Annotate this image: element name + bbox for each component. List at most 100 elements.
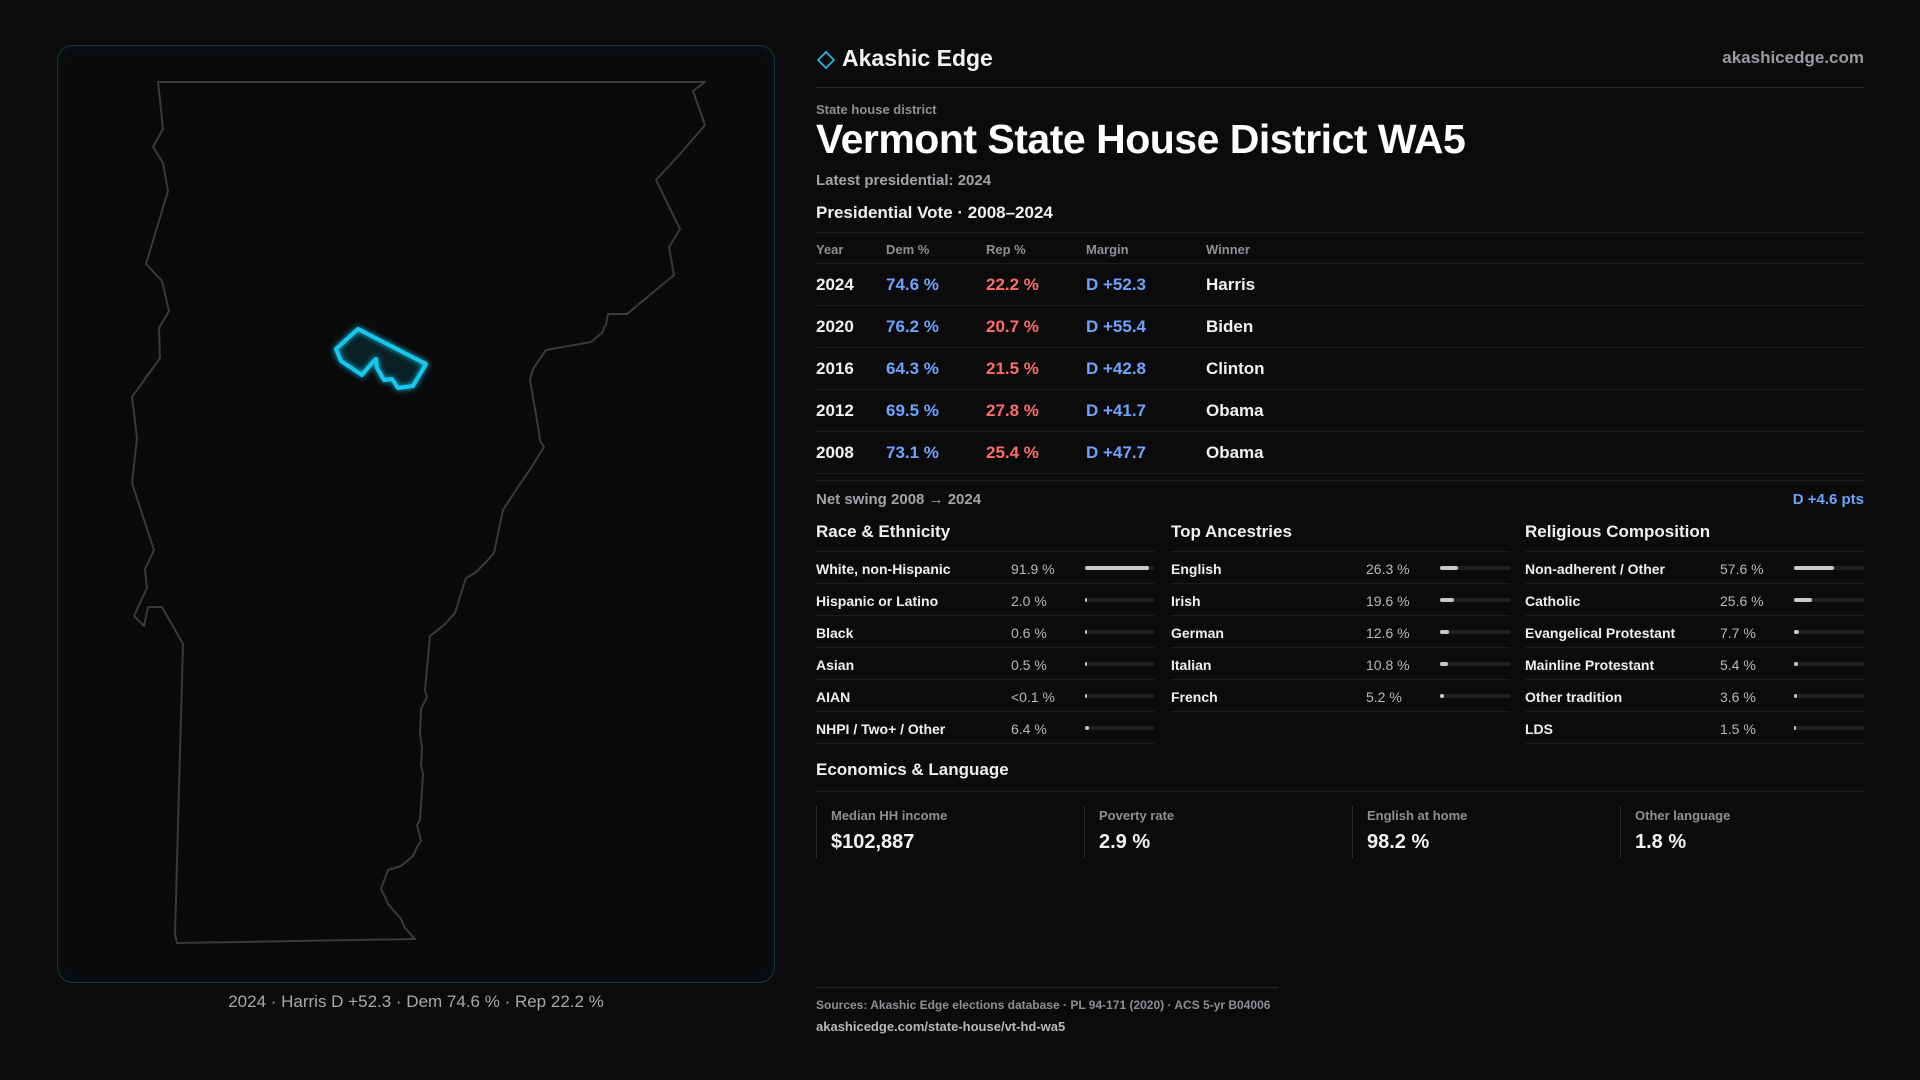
- brand-url-link[interactable]: akashicedge.com: [1722, 48, 1864, 67]
- demo-label: LDS: [1525, 721, 1553, 737]
- list-item: Asian 0.5 %: [816, 648, 1155, 680]
- stat-label: Poverty rate: [1099, 808, 1175, 823]
- list-item: Evangelical Protestant 7.7 %: [1525, 616, 1864, 648]
- latest-presidential: Latest presidential: 2024: [816, 172, 992, 189]
- share-bar: [1794, 694, 1864, 698]
- demo-value: 26.3 %: [1366, 561, 1410, 577]
- share-bar-fill: [1085, 726, 1090, 730]
- district-map[interactable]: [57, 45, 775, 983]
- table-row: 2020 76.2 % 20.7 % D +55.4 Biden: [816, 306, 1864, 348]
- margin-cell: D +41.7: [1086, 401, 1147, 420]
- list-item: LDS 1.5 %: [1525, 712, 1864, 744]
- demo-label: White, non-Hispanic: [816, 561, 951, 577]
- winner-cell: Obama: [1206, 401, 1264, 420]
- winner-cell: Harris: [1206, 275, 1256, 294]
- share-bar-fill: [1794, 566, 1835, 570]
- stat-label: Other language: [1635, 808, 1731, 823]
- share-bar-fill: [1794, 726, 1796, 730]
- ancestry-heading: Top Ancestries: [1171, 520, 1510, 552]
- share-bar: [1794, 598, 1864, 602]
- dem-cell: 74.6 %: [886, 275, 939, 294]
- list-item: French 5.2 %: [1171, 680, 1510, 712]
- demo-label: Asian: [816, 657, 855, 673]
- vermont-map: [131, 81, 706, 944]
- share-bar-fill: [1794, 630, 1800, 634]
- list-item: Black 0.6 %: [816, 616, 1155, 648]
- share-bar: [1440, 662, 1510, 666]
- demo-value: 19.6 %: [1366, 593, 1410, 609]
- source-url-link[interactable]: akashicedge.com/state-house/vt-hd-wa5: [816, 1019, 1066, 1034]
- demo-label: English: [1171, 561, 1222, 577]
- winner-cell: Clinton: [1206, 359, 1265, 378]
- share-bar: [1440, 694, 1510, 698]
- demo-label: AIAN: [816, 689, 851, 705]
- share-bar: [1085, 694, 1155, 698]
- share-bar-fill: [1085, 662, 1087, 666]
- stat-card-income: Median HH income $102,887: [816, 806, 1066, 858]
- share-bar: [1085, 662, 1155, 666]
- share-bar-fill: [1440, 662, 1448, 666]
- demo-value: <0.1 %: [1011, 689, 1055, 705]
- col-margin: Margin: [1086, 242, 1129, 257]
- share-bar: [1794, 662, 1864, 666]
- stat-value: 1.8 %: [1635, 831, 1687, 853]
- share-bar: [1085, 566, 1155, 570]
- year-cell: 2020: [816, 317, 854, 336]
- share-bar: [1440, 566, 1510, 570]
- district-wa5-shape[interactable]: [334, 327, 428, 390]
- religion-heading: Religious Composition: [1525, 520, 1864, 552]
- year-cell: 2016: [816, 359, 854, 378]
- share-bar-fill: [1794, 694, 1797, 698]
- stat-card-poverty: Poverty rate 2.9 %: [1084, 806, 1334, 858]
- religion-section: Religious Composition Non-adherent / Oth…: [1525, 520, 1864, 744]
- stat-label: English at home: [1367, 808, 1468, 823]
- margin-cell: D +47.7: [1086, 443, 1147, 462]
- share-bar: [1440, 598, 1510, 602]
- demo-value: 7.7 %: [1720, 625, 1756, 641]
- list-item: Mainline Protestant 5.4 %: [1525, 648, 1864, 680]
- list-item: Irish 19.6 %: [1171, 584, 1510, 616]
- rep-cell: 22.2 %: [986, 275, 1039, 294]
- rep-cell: 21.5 %: [986, 359, 1039, 378]
- brand-name: Akashic Edge: [842, 45, 993, 71]
- demo-label: Hispanic or Latino: [816, 593, 939, 609]
- share-bar: [1794, 726, 1864, 730]
- share-bar: [1794, 630, 1864, 634]
- table-row: 2024 74.6 % 22.2 % D +52.3 Harris: [816, 264, 1864, 306]
- page-kicker: State house district: [816, 102, 937, 117]
- demo-label: Evangelical Protestant: [1525, 625, 1676, 641]
- col-year: Year: [816, 242, 844, 257]
- demo-label: Non-adherent / Other: [1525, 561, 1666, 577]
- list-item: White, non-Hispanic 91.9 %: [816, 552, 1155, 584]
- demo-value: 12.6 %: [1366, 625, 1410, 641]
- year-cell: 2012: [816, 401, 854, 420]
- list-item: English 26.3 %: [1171, 552, 1510, 584]
- demo-value: 0.6 %: [1011, 625, 1047, 641]
- share-bar-fill: [1794, 598, 1812, 602]
- race-heading: Race & Ethnicity: [816, 520, 1155, 552]
- stat-value: $102,887: [831, 831, 915, 853]
- sources-text: Sources: Akashic Edge elections database…: [816, 998, 1271, 1012]
- demo-value: 91.9 %: [1011, 561, 1055, 577]
- demo-value: 0.5 %: [1011, 657, 1047, 673]
- table-row: 2016 64.3 % 21.5 % D +42.8 Clinton: [816, 348, 1864, 390]
- demo-label: Other tradition: [1525, 689, 1623, 705]
- list-item: Other tradition 3.6 %: [1525, 680, 1864, 712]
- diamond-logo-icon: [816, 50, 836, 70]
- net-swing: Net swing 2008 → 2024 D +4.6 pts: [816, 480, 1864, 514]
- demo-value: 10.8 %: [1366, 657, 1410, 673]
- sources-footer: Sources: Akashic Edge elections database…: [816, 987, 1278, 1034]
- demo-label: Catholic: [1525, 593, 1581, 609]
- list-item: German 12.6 %: [1171, 616, 1510, 648]
- map-caption: 2024 · Harris D +52.3 · Dem 74.6 % · Rep…: [228, 992, 604, 1011]
- col-winner: Winner: [1206, 242, 1250, 257]
- table-header: Year Dem % Rep % Margin Winner: [816, 232, 1864, 264]
- share-bar: [1085, 630, 1155, 634]
- stat-value: 2.9 %: [1099, 831, 1151, 853]
- stat-label: Median HH income: [831, 808, 948, 823]
- demo-value: 57.6 %: [1720, 561, 1764, 577]
- demo-value: 5.4 %: [1720, 657, 1756, 673]
- demo-label: NHPI / Two+ / Other: [816, 721, 946, 737]
- year-cell: 2024: [816, 275, 854, 294]
- demo-value: 2.0 %: [1011, 593, 1047, 609]
